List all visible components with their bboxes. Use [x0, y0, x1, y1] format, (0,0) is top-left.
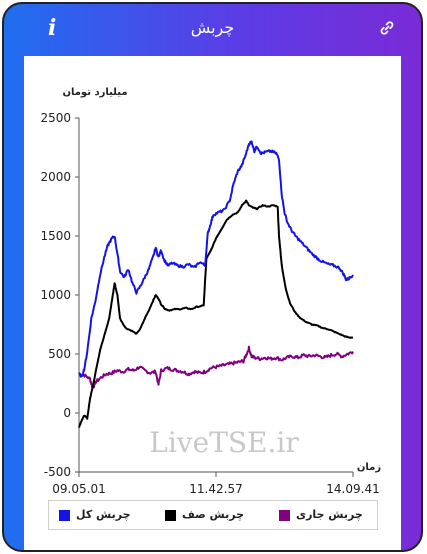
x-tick-label: 09.05.01 — [52, 482, 105, 496]
y-tick-label: 2000 — [40, 170, 71, 184]
chart-legend: چربش کل چربش صف چربش جاری — [48, 500, 378, 530]
y-tick-label: 0 — [63, 406, 71, 420]
legend-label-total: چربش کل — [76, 508, 131, 521]
legend-swatch-queue — [165, 510, 176, 521]
y-tick-label: -500 — [44, 465, 71, 479]
x-axis-label: زمان — [357, 462, 381, 473]
link-icon[interactable] — [379, 20, 395, 36]
y-tick-label: 1000 — [40, 288, 71, 302]
app-window: i چربش LiveTSE.ir -500 0 500 1000 1500 2000 250… — [2, 2, 423, 552]
line-chart: LiveTSE.ir -500 0 500 1000 1500 2000 2500 09.05.… — [40, 87, 381, 496]
y-tick-label: 500 — [48, 347, 71, 361]
y-tick-label: 2500 — [40, 111, 71, 125]
y-tick-label: 1500 — [40, 229, 71, 243]
series-line-2 — [78, 345, 354, 389]
x-tick-label: 14.09.41 — [326, 482, 379, 496]
y-axis-label: میلیارد تومان — [62, 87, 127, 98]
legend-label-queue: چربش صف — [182, 508, 245, 521]
legend-swatch-current — [279, 510, 290, 521]
series-line-0 — [78, 140, 354, 378]
legend-label-current: چربش جاری — [296, 508, 363, 521]
page-title: چربش — [190, 18, 235, 37]
x-tick-label: 11.42.57 — [189, 482, 242, 496]
legend-item-current[interactable]: چربش جاری — [279, 508, 363, 524]
legend-swatch-total — [59, 510, 70, 521]
chart-panel: LiveTSE.ir -500 0 500 1000 1500 2000 2500 09.05.… — [24, 56, 401, 550]
header-bar: i چربش — [4, 4, 421, 56]
info-icon[interactable]: i — [48, 15, 57, 41]
series-line-1 — [78, 199, 354, 428]
legend-item-total[interactable]: چربش کل — [59, 508, 131, 524]
watermark-text: LiveTSE.ir — [149, 426, 299, 459]
legend-item-queue[interactable]: چربش صف — [165, 508, 245, 524]
